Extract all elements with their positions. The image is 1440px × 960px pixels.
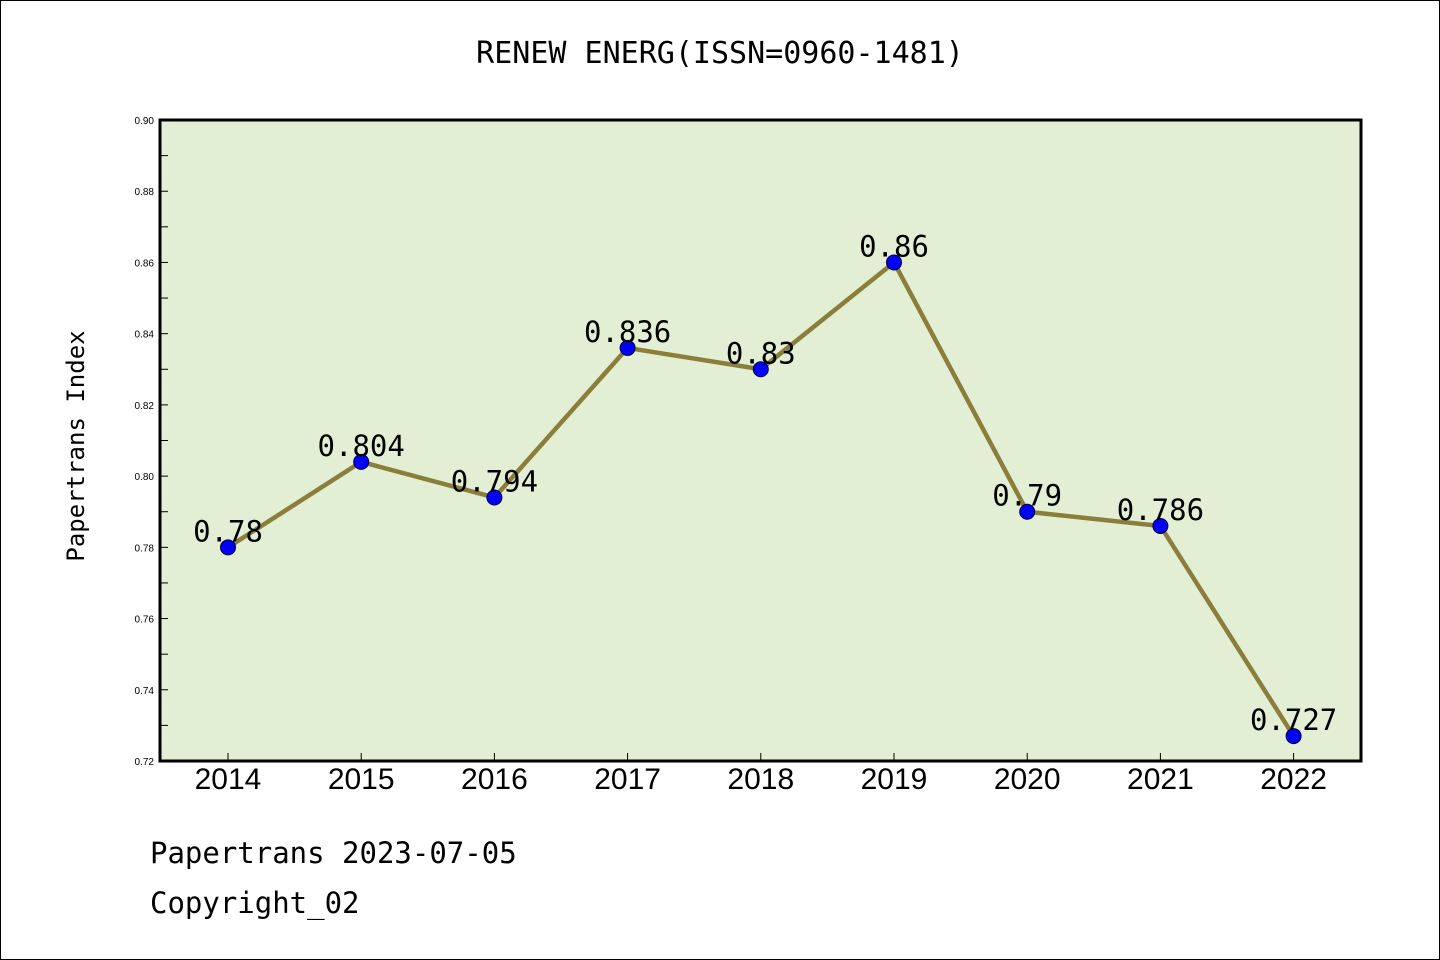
x-tick-label: 2019 bbox=[861, 763, 928, 796]
footer-copyright: Copyright_02 bbox=[150, 886, 360, 920]
data-label: 0.727 bbox=[1250, 703, 1337, 737]
data-label: 0.804 bbox=[318, 429, 405, 463]
data-point bbox=[752, 361, 769, 378]
data-point bbox=[1152, 517, 1169, 534]
data-label: 0.79 bbox=[992, 479, 1062, 513]
x-tick-label: 2021 bbox=[1127, 763, 1194, 796]
x-tick-label: 2017 bbox=[594, 763, 661, 796]
x-tick-label: 2014 bbox=[195, 763, 262, 796]
x-tick-label: 2020 bbox=[994, 763, 1061, 796]
chart-title: RENEW ENERG(ISSN=0960-1481) bbox=[476, 36, 964, 71]
x-tick-label: 2016 bbox=[461, 763, 528, 796]
data-point bbox=[486, 489, 503, 506]
y-tick-label: 0.74 bbox=[135, 686, 155, 697]
y-tick-label: 0.76 bbox=[135, 615, 155, 626]
y-tick-label: 0.90 bbox=[135, 116, 155, 127]
data-point bbox=[1285, 728, 1302, 745]
data-label: 0.83 bbox=[726, 336, 796, 370]
y-tick-label: 0.82 bbox=[135, 401, 155, 412]
data-label: 0.86 bbox=[859, 229, 929, 263]
x-tick-label: 2018 bbox=[727, 763, 794, 796]
y-tick-label: 0.80 bbox=[135, 472, 155, 483]
data-point bbox=[619, 339, 636, 356]
x-tick-label: 2015 bbox=[328, 763, 395, 796]
data-point bbox=[1019, 503, 1036, 520]
plot-area bbox=[160, 120, 1361, 761]
data-point bbox=[220, 539, 236, 556]
data-label: 0.794 bbox=[451, 464, 538, 498]
y-tick-label: 0.86 bbox=[135, 258, 155, 269]
data-label: 0.786 bbox=[1117, 493, 1204, 527]
y-tick-label: 0.88 bbox=[135, 187, 155, 198]
data-point bbox=[353, 453, 370, 470]
y-tick-label: 0.78 bbox=[135, 543, 155, 554]
data-label: 0.78 bbox=[193, 514, 263, 548]
plot-border bbox=[158, 118, 1363, 763]
data-label: 0.836 bbox=[584, 315, 671, 349]
x-tick-label: 2022 bbox=[1260, 763, 1327, 796]
footer-date: Papertrans 2023-07-05 bbox=[150, 836, 517, 870]
y-tick-label: 0.84 bbox=[135, 330, 155, 341]
y-tick-label: 0.72 bbox=[135, 757, 155, 768]
data-point bbox=[886, 254, 902, 271]
